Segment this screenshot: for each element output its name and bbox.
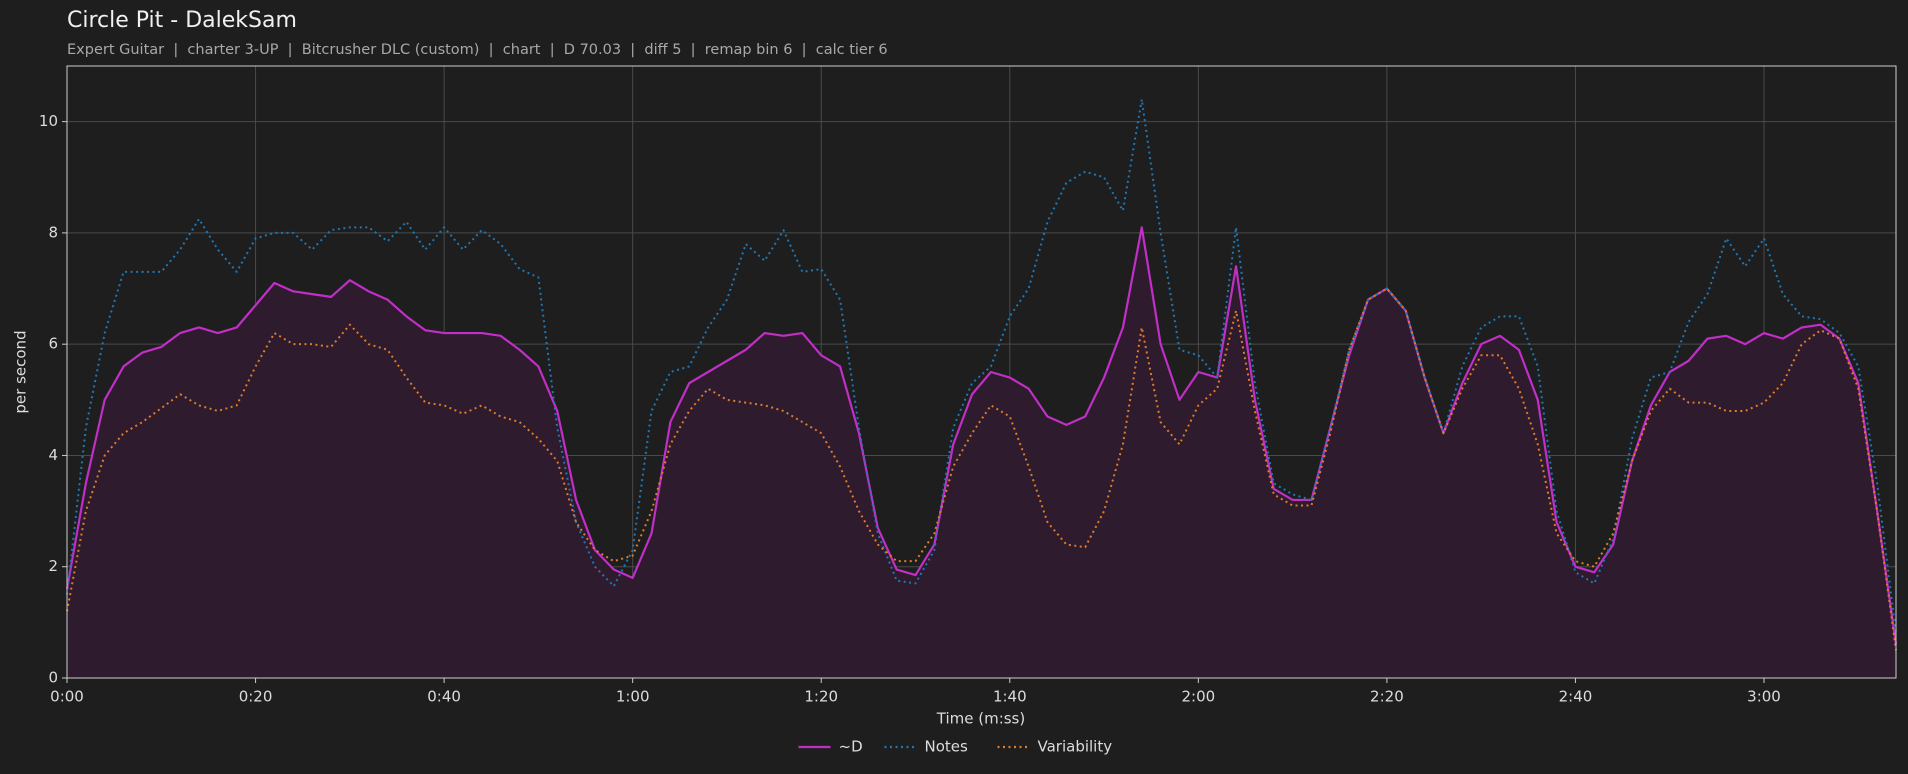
legend: ~D Notes Variability: [798, 738, 1113, 756]
x-tick-label: 1:00: [616, 688, 650, 706]
x-axis-label: Time (m:ss): [936, 710, 1025, 728]
y-axis-label: per second: [12, 330, 30, 413]
y-tick-label: 8: [48, 223, 58, 241]
y-tick-label: 4: [48, 446, 58, 464]
y-tick-label: 2: [48, 557, 58, 575]
line: [65, 226, 1898, 645]
chart-subtitle: Expert Guitar | charter 3-UP | Bitcrushe…: [67, 42, 888, 58]
plot-frame: [66, 65, 1897, 679]
line: [66, 98, 1897, 634]
x-tick-label: 2:00: [1181, 688, 1215, 706]
plot-area: 0 2 4 6 8 10 0:00 0:20 0:40 1:00 1:20 1:40 2:00 2:20 2…: [39, 65, 1898, 706]
x-tick-label: 0:20: [239, 688, 273, 706]
x-tick-label: 0:40: [427, 688, 461, 706]
x-tick-label: 1:40: [993, 688, 1027, 706]
x-tick-label: 1:20: [804, 688, 838, 706]
x-tick-label: 0:00: [50, 688, 84, 706]
x-tick-label: 2:20: [1370, 688, 1404, 706]
legend-label: ~D: [839, 738, 863, 756]
legend-label: Variability: [1038, 738, 1113, 756]
y-tick-label: 10: [39, 112, 58, 130]
y-tick-label: 6: [48, 335, 58, 353]
x-tick-label: 2:40: [1559, 688, 1593, 706]
x-tick-label: 3:00: [1747, 688, 1781, 706]
area: [67, 227, 1896, 678]
legend-label: Notes: [925, 738, 969, 756]
chart-title: Circle Pit - DalekSam: [67, 8, 297, 33]
y-tick-label: 0: [48, 669, 58, 687]
